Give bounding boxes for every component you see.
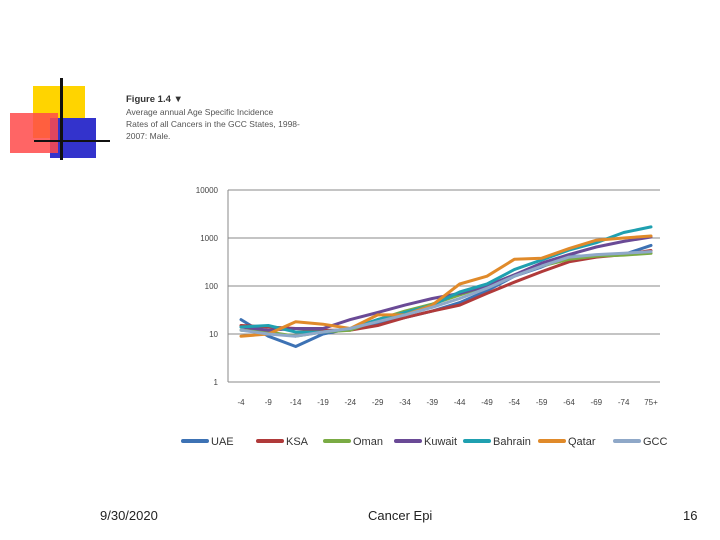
x-tick-label: -59 <box>536 398 548 407</box>
legend-label-oman: Oman <box>353 436 383 448</box>
caption-line: Rates of all Cancers in the GCC States, … <box>126 119 300 129</box>
x-tick-label: -29 <box>372 398 384 407</box>
legend-label-ksa: KSA <box>286 436 309 448</box>
legend-label-kuwait: Kuwait <box>424 436 457 448</box>
x-tick-label: -44 <box>454 398 466 407</box>
y-tick-label: 100 <box>205 282 219 291</box>
decorative-horizontal-line <box>34 140 110 142</box>
y-tick-label: 1 <box>214 378 219 387</box>
page-number: 16 <box>683 508 698 523</box>
legend-label-uae: UAE <box>211 436 234 448</box>
x-tick-label: -9 <box>265 398 273 407</box>
x-tick-label: -54 <box>509 398 521 407</box>
y-tick-label: 10000 <box>196 186 219 195</box>
legend-label-gcc: GCC <box>643 436 668 448</box>
y-tick-label: 10 <box>209 330 218 339</box>
series-line-qatar <box>239 234 653 338</box>
footer-date: 9/30/2020 <box>100 508 158 523</box>
series-line-gcc <box>239 250 653 338</box>
decorative-vertical-line <box>60 78 63 160</box>
y-tick-label: 1000 <box>200 234 218 243</box>
series-line-bahrain <box>239 225 653 334</box>
x-tick-label: -64 <box>563 398 575 407</box>
figure-caption: Figure 1.4 ▼ Average annual Age Specific… <box>126 94 326 142</box>
x-tick-label: -4 <box>237 398 245 407</box>
x-tick-label: -74 <box>618 398 630 407</box>
legend-label-qatar: Qatar <box>568 436 596 448</box>
x-tick-label: -34 <box>399 398 411 407</box>
x-tick-label: -69 <box>591 398 603 407</box>
x-tick-label: -49 <box>481 398 493 407</box>
legend-label-bahrain: Bahrain <box>493 436 531 448</box>
series-line-kuwait <box>239 235 653 332</box>
incidence-line-chart: 1 10 100 1000 10000 -4 -9 -14 -19 -24 -29 -34 -39 -44… <box>181 186 668 448</box>
caption-line: 2007: Male. <box>126 131 171 141</box>
x-tick-label: -24 <box>345 398 357 407</box>
footer-title: Cancer Epi <box>368 508 433 523</box>
x-tick-label: 75+ <box>644 398 658 407</box>
x-tick-label: -39 <box>427 398 439 407</box>
x-tick-label: -14 <box>290 398 302 407</box>
decorative-red-square <box>10 113 58 153</box>
caption-line: Average annual Age Specific Incidence <box>126 107 274 117</box>
series-line-ksa <box>239 249 653 332</box>
figure-label: Figure 1.4 ▼ <box>126 94 183 105</box>
x-tick-label: -19 <box>317 398 329 407</box>
